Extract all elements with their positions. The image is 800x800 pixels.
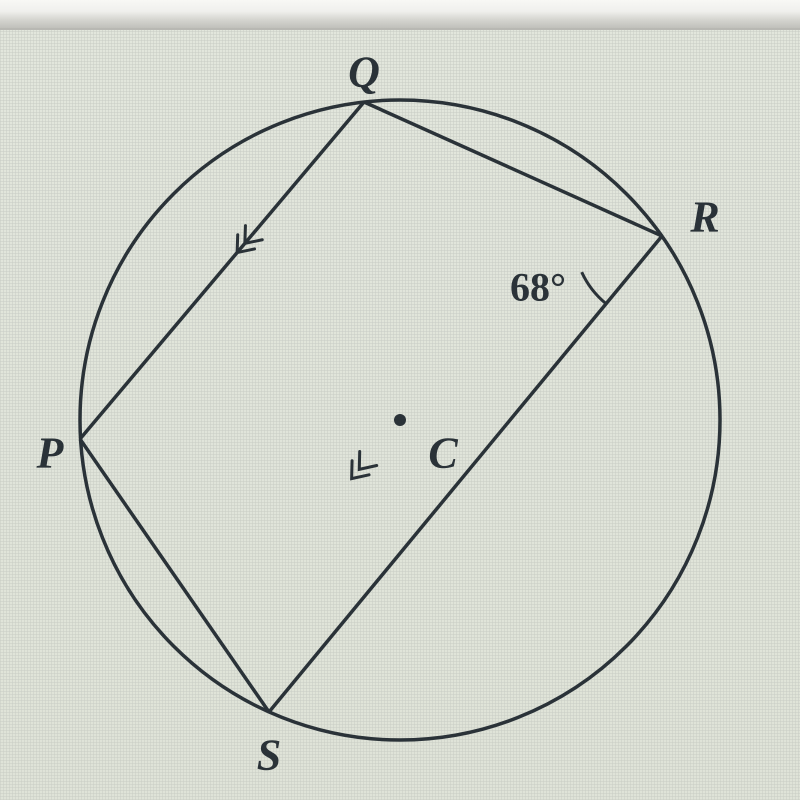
label-Q: Q xyxy=(348,47,380,98)
angle-value-label: 68° xyxy=(510,264,566,311)
angle-arc-R xyxy=(582,272,606,304)
label-S: S xyxy=(257,730,281,781)
label-C: C xyxy=(428,428,457,479)
segment-PS xyxy=(80,439,269,712)
label-R: R xyxy=(690,192,719,243)
parallel-mark-RS xyxy=(343,452,377,486)
center-point-C xyxy=(394,414,406,426)
page-edge xyxy=(0,0,800,30)
circle-geometry-diagram: Q R P S C 68° xyxy=(35,55,765,785)
diagram-svg xyxy=(35,55,765,785)
label-P: P xyxy=(37,428,64,479)
segment-RS-diameter xyxy=(269,236,662,712)
